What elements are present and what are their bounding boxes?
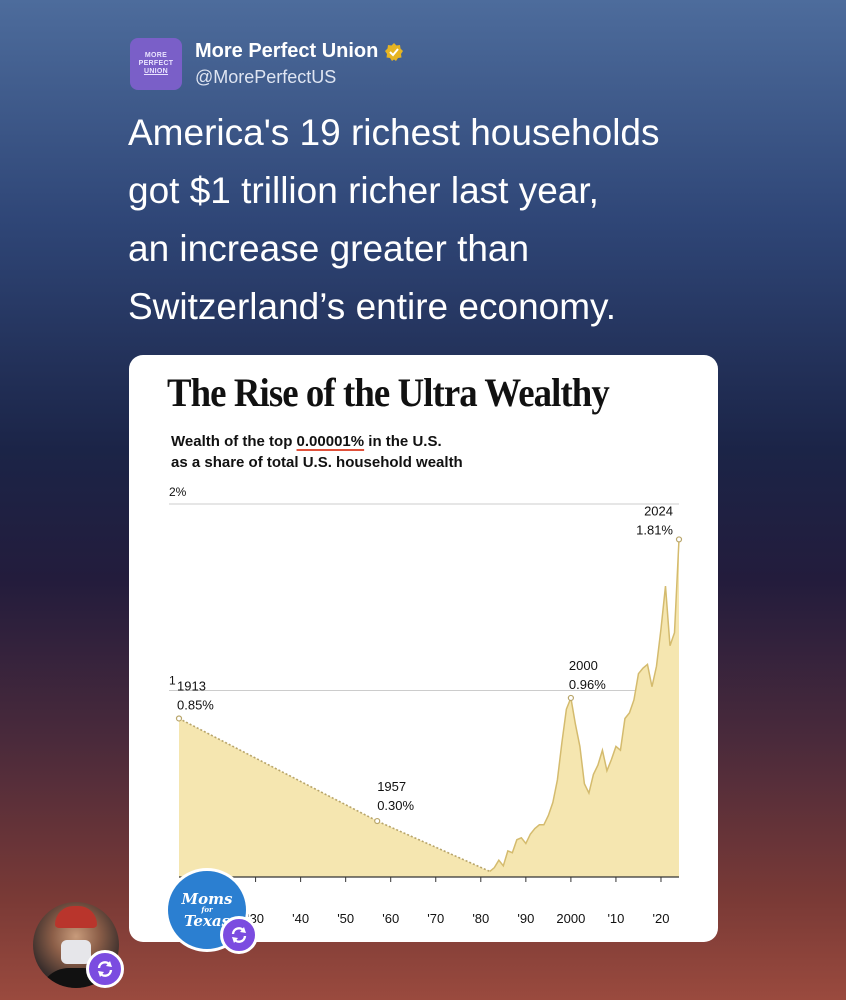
- annotation-year: 1913: [177, 678, 206, 693]
- annotation-value: 0.85%: [177, 697, 214, 712]
- x-tick-label: 2000: [556, 911, 585, 926]
- logo-line: MORE: [144, 52, 168, 59]
- series-area: [179, 539, 679, 877]
- y-tick-label: 1: [169, 674, 176, 688]
- chart-subtitle-line1: Wealth of the top 0.00001% in the U.S.: [171, 433, 442, 450]
- annotation-year: 1957: [377, 779, 406, 794]
- moms-for-texas-badge[interactable]: Moms for Texas: [165, 868, 249, 952]
- avatar-cap: [55, 906, 97, 928]
- account-names: More Perfect Union @MorePerfectUS: [195, 40, 404, 88]
- annotation-point: [175, 715, 183, 722]
- account-handle[interactable]: @MorePerfectUS: [195, 67, 337, 87]
- chart-card[interactable]: The Rise of the Ultra Wealthy Wealth of …: [129, 355, 718, 942]
- subtitle-post: in the U.S.: [364, 433, 442, 450]
- annotation-point: [675, 536, 683, 543]
- annotation-year: 2000: [569, 658, 598, 673]
- series-dotted-line: [178, 717, 491, 873]
- logo-line: PERFECT: [138, 60, 174, 67]
- tweet-header: MORE PERFECT UNION More Perfect Union @M…: [130, 38, 404, 90]
- verified-badge-icon: [385, 42, 404, 61]
- chart-subtitle-line2: as a share of total U.S. household wealt…: [171, 454, 463, 471]
- series-line: [489, 539, 680, 872]
- subtitle-pre: Wealth of the top: [171, 433, 297, 450]
- avatar-mask: [61, 940, 91, 964]
- annotation-value: 1.81%: [636, 522, 673, 537]
- repost-arrows-icon: [231, 927, 247, 943]
- annotation-value: 0.30%: [377, 798, 414, 813]
- chart-title: The Rise of the Ultra Wealthy: [167, 370, 610, 415]
- repost-icon[interactable]: [220, 916, 258, 954]
- badge-text-for: for: [201, 905, 213, 914]
- account-avatar[interactable]: MORE PERFECT UNION: [130, 38, 182, 90]
- tweet-text: America's 19 richest households got $1 t…: [128, 112, 660, 327]
- annotation-point: [374, 817, 381, 825]
- chart-plot: 2%1'30'40'50'60'70'80'90 2000'10'2019130.…: [169, 485, 683, 926]
- badge-text-texas: Texas: [183, 912, 231, 930]
- y-tick-label: 2%: [169, 485, 187, 499]
- annotation-point: [567, 694, 574, 702]
- x-tick-label: '70: [427, 911, 444, 926]
- repost-arrows-icon: [97, 961, 113, 977]
- x-tick-label: '40: [292, 911, 309, 926]
- annotation-value: 0.96%: [569, 677, 606, 692]
- x-tick-label: '20: [653, 911, 670, 926]
- repost-icon[interactable]: [86, 950, 124, 988]
- logo-line: UNION: [143, 68, 169, 75]
- display-name-row: More Perfect Union: [195, 40, 404, 63]
- display-name[interactable]: More Perfect Union: [195, 40, 379, 62]
- badge-text-moms: Moms: [181, 890, 233, 908]
- annotation-year: 2024: [644, 503, 673, 518]
- x-tick-label: '10: [607, 911, 624, 926]
- x-tick-label: '60: [382, 911, 399, 926]
- subtitle-highlight: 0.00001%: [296, 433, 365, 450]
- x-tick-label: '50: [337, 911, 354, 926]
- x-tick-label: '90: [517, 911, 534, 926]
- x-tick-label: '80: [472, 911, 489, 926]
